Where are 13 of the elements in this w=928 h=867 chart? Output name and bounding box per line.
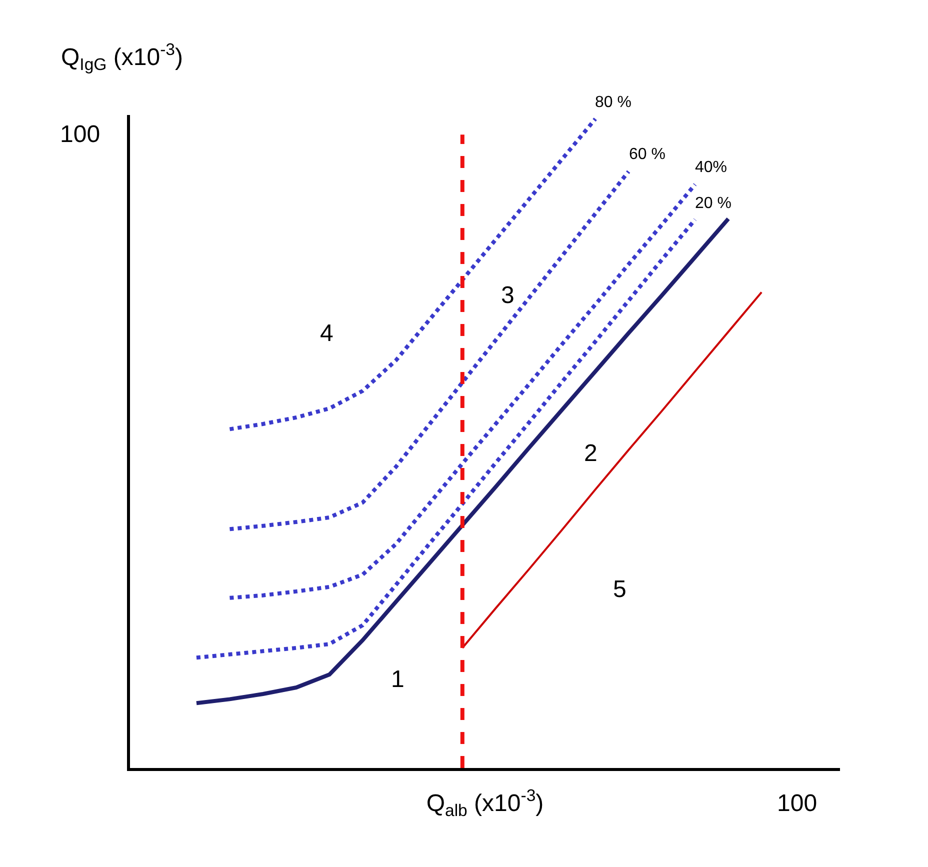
annotation: 1 [391,666,404,693]
series-label: 20 % [695,195,732,212]
series-label: 60 % [629,146,666,163]
text: 100 [60,121,100,148]
text: 100 [777,790,818,817]
series-label: 80 % [595,94,632,111]
x-axis-title: Q$_{alb}$ (x10$^{-3}$) [426,786,544,820]
annotation: 3 [501,282,514,309]
series-label: 40% [695,159,728,176]
annotation: 5 [613,576,626,603]
annotation: 4 [320,320,334,347]
annotation: 2 [584,440,598,467]
y-axis-title: Q$_{IgG}$ (x10$^{-3}$) [61,40,184,74]
